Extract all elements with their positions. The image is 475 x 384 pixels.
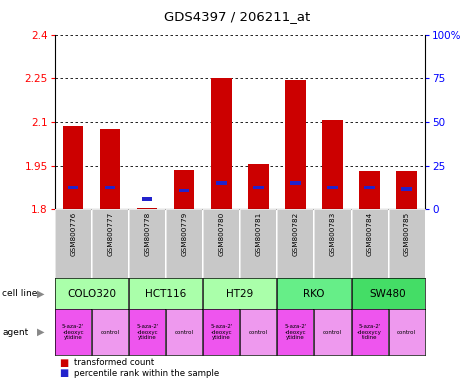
Text: 5-aza-2'
-deoxyc
ytidine: 5-aza-2' -deoxyc ytidine	[136, 324, 159, 341]
Text: agent: agent	[2, 328, 28, 337]
Text: 5-aza-2'
-deoxycy
tidine: 5-aza-2' -deoxycy tidine	[357, 324, 382, 341]
Bar	[360, 171, 380, 209]
Text: GSM800781: GSM800781	[256, 211, 261, 256]
Bar	[137, 208, 157, 209]
Bar	[327, 186, 338, 189]
Text: COLO320: COLO320	[67, 289, 116, 299]
Bar	[68, 186, 78, 189]
Text: RKO: RKO	[303, 289, 325, 299]
Text: transformed count: transformed count	[74, 358, 154, 367]
Bar	[323, 121, 342, 209]
Text: HCT116: HCT116	[145, 289, 186, 299]
Text: GSM800778: GSM800778	[144, 211, 150, 256]
Bar	[285, 80, 305, 209]
Text: ■: ■	[59, 368, 68, 378]
Text: 5-aza-2'
-deoxyc
ytidine: 5-aza-2' -deoxyc ytidine	[62, 324, 85, 341]
Bar	[401, 187, 412, 190]
Text: GSM800783: GSM800783	[330, 211, 335, 256]
Text: GSM800784: GSM800784	[367, 211, 372, 256]
Bar	[100, 129, 120, 209]
Text: ▶: ▶	[37, 289, 44, 299]
Bar	[174, 170, 194, 209]
Text: control: control	[249, 329, 268, 335]
Text: GDS4397 / 206211_at: GDS4397 / 206211_at	[164, 10, 311, 23]
Bar	[211, 78, 231, 209]
Text: GSM800780: GSM800780	[218, 211, 224, 256]
Text: GSM800779: GSM800779	[181, 211, 187, 256]
Text: control: control	[397, 329, 416, 335]
Bar	[105, 186, 115, 189]
Text: GSM800782: GSM800782	[293, 211, 298, 256]
Bar	[63, 126, 83, 209]
Bar	[179, 189, 190, 192]
Text: percentile rank within the sample: percentile rank within the sample	[74, 369, 219, 378]
Bar	[142, 197, 152, 201]
Text: 5-aza-2'
-deoxyc
ytidine: 5-aza-2' -deoxyc ytidine	[210, 324, 233, 341]
Text: GSM800785: GSM800785	[404, 211, 409, 256]
Text: 5-aza-2'
-deoxyc
ytidine: 5-aza-2' -deoxyc ytidine	[284, 324, 307, 341]
Bar	[253, 186, 264, 189]
Text: control: control	[323, 329, 342, 335]
Bar	[364, 186, 375, 189]
Text: GSM800777: GSM800777	[107, 211, 113, 256]
Text: control: control	[101, 329, 120, 335]
Bar	[216, 181, 227, 185]
Text: SW480: SW480	[370, 289, 407, 299]
Text: ▶: ▶	[37, 327, 44, 337]
Bar	[397, 171, 417, 209]
Bar	[248, 164, 268, 209]
Text: control: control	[175, 329, 194, 335]
Text: cell line: cell line	[2, 289, 38, 298]
Text: GSM800776: GSM800776	[70, 211, 76, 256]
Text: ■: ■	[59, 358, 68, 368]
Text: HT29: HT29	[226, 289, 254, 299]
Bar	[290, 181, 301, 185]
